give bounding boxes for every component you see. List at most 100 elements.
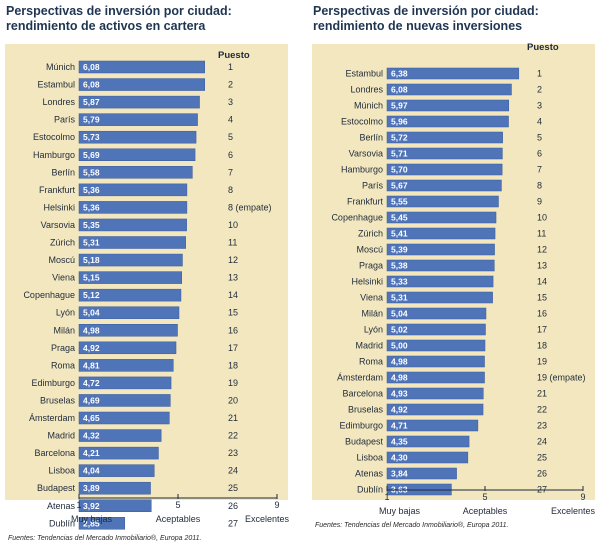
value-label: 6,08: [83, 80, 100, 90]
bar: [386, 355, 485, 368]
chart-panel-portfolio: Perspectivas de inversión por ciudad: re…: [0, 0, 293, 547]
bar: [386, 147, 503, 160]
bar: [78, 481, 151, 495]
value-label: 5,04: [391, 309, 408, 319]
scale-label: Aceptables: [156, 514, 201, 524]
value-label: 5,70: [391, 165, 408, 175]
chart-title-line1: Perspectivas de inversión por ciudad:: [6, 4, 232, 18]
city-label: Edimburgo: [31, 378, 75, 388]
bar: [78, 464, 155, 477]
city-label: Viena: [360, 293, 383, 303]
bar: [386, 83, 512, 96]
source-note: Fuentes: Tendencias del Mercado Inmobili…: [8, 535, 202, 542]
bar: [78, 148, 196, 161]
city-label: Praga: [51, 343, 75, 353]
city-label: Londres: [350, 85, 383, 95]
city-label: Moscú: [48, 255, 75, 265]
city-label: Bruselas: [348, 405, 384, 415]
chart-title: Perspectivas de inversión por ciudad: re…: [313, 4, 600, 34]
value-label: 3,84: [391, 469, 408, 479]
rank-label: 16: [537, 309, 547, 319]
rank-label: 2: [228, 80, 233, 90]
bar: [78, 253, 183, 267]
city-label: Varsovia: [349, 149, 383, 159]
city-label: Múnich: [354, 101, 383, 111]
rank-label: 3: [537, 101, 542, 111]
city-label: Dublín: [49, 518, 75, 528]
rank-label: 14: [537, 277, 547, 287]
bar: [78, 130, 197, 144]
rank-label: 19 (empate): [537, 373, 586, 383]
city-label: Lyón: [56, 308, 75, 318]
city-label: Ámsterdam: [29, 413, 75, 423]
scale-label: Aceptables: [463, 506, 508, 516]
bar: [386, 275, 494, 288]
value-label: 4,93: [391, 389, 408, 399]
value-label: 4,35: [391, 437, 408, 447]
rank-label: 2: [537, 85, 542, 95]
city-label: Atenas: [355, 469, 384, 479]
rank-label: 16: [228, 325, 238, 335]
rank-label: 9: [537, 197, 542, 207]
city-label: Madrid: [47, 431, 75, 441]
chart-title: Perspectivas de inversión por ciudad: re…: [6, 4, 296, 34]
bar: [78, 183, 188, 197]
bar: [78, 166, 193, 179]
value-label: 4,32: [83, 431, 100, 441]
bar: [386, 371, 485, 384]
bar: [78, 95, 200, 109]
rank-label: 6: [228, 150, 233, 160]
value-label: 5,73: [83, 132, 100, 142]
value-label: 6,38: [391, 69, 408, 79]
rank-label: 13: [228, 273, 238, 283]
bar: [386, 115, 509, 128]
value-label: 5,38: [391, 261, 408, 271]
rank-label: 11: [537, 229, 546, 239]
value-label: 4,98: [391, 357, 408, 367]
rank-label: 26: [537, 469, 547, 479]
rank-label: 22: [228, 431, 238, 441]
rank-label: 5: [228, 132, 233, 142]
city-label: Helsinki: [43, 202, 75, 212]
bar: [386, 211, 497, 224]
rank-label: 3: [228, 97, 233, 107]
rank-label: 23: [228, 448, 238, 458]
bar: [386, 307, 487, 320]
bar: [386, 403, 484, 416]
city-label: Dublín: [357, 485, 383, 495]
value-label: 4,92: [83, 343, 100, 353]
rank-label: 17: [228, 343, 238, 353]
rank-label: 17: [537, 325, 547, 335]
value-label: 3,89: [83, 483, 100, 493]
city-label: Londres: [42, 97, 75, 107]
bar: [386, 259, 495, 272]
bar: [78, 236, 186, 249]
rank-label: 6: [537, 149, 542, 159]
value-label: 4,69: [83, 395, 100, 405]
bar: [78, 517, 126, 530]
bar: [78, 411, 170, 425]
value-label: 5,31: [83, 238, 100, 248]
city-label: Budapest: [345, 437, 384, 447]
rank-label: 8: [537, 181, 542, 191]
bar: [78, 113, 198, 126]
city-label: Milán: [361, 309, 383, 319]
value-label: 5,67: [391, 181, 408, 191]
rank-label: 27: [228, 518, 238, 528]
city-label: París: [54, 115, 76, 125]
city-label: Berlín: [51, 167, 75, 177]
value-label: 4,92: [391, 405, 408, 415]
city-label: Viena: [52, 273, 75, 283]
bar: [78, 60, 205, 74]
bar: [78, 446, 159, 460]
value-label: 5,18: [83, 255, 100, 265]
bar: [78, 429, 162, 442]
rank-label: 18: [537, 341, 547, 351]
chart-title-line2: rendimiento de nuevas inversiones: [313, 19, 523, 33]
value-label: 3,92: [83, 501, 100, 511]
city-label: Bruselas: [40, 395, 76, 405]
rank-label: 7: [228, 167, 233, 177]
value-label: 4,98: [83, 325, 100, 335]
source-note: Fuentes: Tendencias del Mercado Inmobili…: [315, 522, 509, 529]
rank-label: 21: [228, 413, 238, 423]
